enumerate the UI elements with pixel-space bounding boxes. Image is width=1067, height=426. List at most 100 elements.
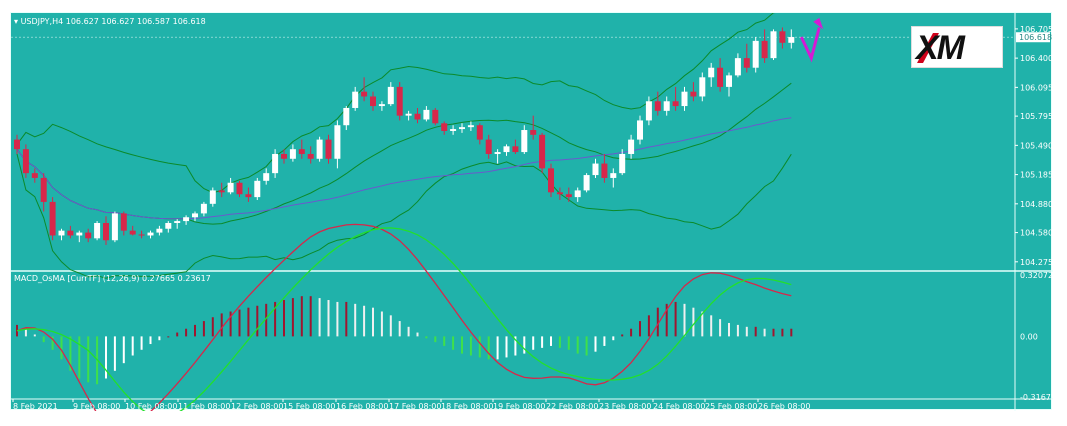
macd-histogram-bar <box>523 336 526 354</box>
macd-tick-label: 0.00 <box>1020 332 1038 341</box>
candle-body <box>743 58 750 68</box>
macd-histogram-bar <box>567 336 570 350</box>
macd-histogram-bar <box>576 336 579 354</box>
macd-histogram-bar <box>389 315 392 337</box>
candle-body <box>129 230 136 235</box>
macd-histogram-bar <box>710 315 713 337</box>
time-tick-label: 23 Feb 08:00 <box>599 402 651 411</box>
macd-histogram-bar <box>51 336 54 350</box>
macd-histogram-bar <box>772 328 775 337</box>
time-tick-label: 16 Feb 08:00 <box>336 402 388 411</box>
macd-histogram-bar <box>24 328 27 337</box>
time-tick-label: 11 Feb 08:00 <box>178 402 230 411</box>
symbol-header: ▾ USDJPY,H4 106.627 106.627 106.587 106.… <box>14 17 206 26</box>
candle-body <box>165 222 172 229</box>
candle-body <box>414 113 421 120</box>
macd-histogram-bar <box>452 336 455 350</box>
candle-body <box>352 91 359 108</box>
price-tick-label: 105.795 <box>1020 112 1053 121</box>
candle-body <box>200 203 207 214</box>
macd-histogram-bar <box>665 303 668 337</box>
candle-body <box>307 153 314 159</box>
macd-histogram-bar <box>105 336 107 379</box>
candle-body <box>289 149 296 159</box>
candle-body <box>467 125 474 128</box>
macd-histogram-bar <box>541 336 544 348</box>
macd-histogram-bar <box>33 334 36 337</box>
candle-body <box>103 222 109 241</box>
xm-logo: XM <box>911 26 1003 68</box>
chart-canvas[interactable]: 106.705 106.400 106.095 105.795 105.490 105.1… <box>11 13 1053 411</box>
macd-histogram-bar <box>754 326 757 337</box>
macd-histogram-bar <box>656 307 659 337</box>
ohlc-values: 106.627 106.627 106.587 106.618 <box>65 17 206 26</box>
macd-histogram-bar <box>745 326 748 337</box>
candle-body <box>494 152 501 154</box>
logo-text: XM <box>916 29 965 67</box>
price-tick-label: 105.490 <box>1020 141 1053 150</box>
candle-body <box>565 194 572 198</box>
candle-body <box>770 31 777 59</box>
macd-histogram-bar <box>461 336 463 354</box>
price-tick-label: 106.400 <box>1020 54 1053 63</box>
macd-histogram-bar <box>416 332 419 337</box>
price-tick-label: 104.580 <box>1020 229 1053 238</box>
macd-histogram-bar <box>327 300 330 337</box>
candle-body <box>521 130 528 153</box>
macd-histogram-bar <box>639 321 641 337</box>
candle-body <box>361 91 368 97</box>
candle-body <box>343 107 350 126</box>
current-price-badge <box>1016 32 1050 43</box>
candle-body <box>49 201 56 236</box>
price-tick-label: 105.185 <box>1020 171 1053 180</box>
forecast-arrow <box>799 27 821 63</box>
candle-body <box>512 146 519 153</box>
time-tick-label: 24 Feb 08:00 <box>653 402 705 411</box>
candle-body <box>227 182 234 193</box>
candle-body <box>761 40 768 59</box>
macd-histogram-bar <box>443 336 446 346</box>
candle-body <box>58 230 65 236</box>
candle-body <box>254 180 261 198</box>
candle-body <box>334 125 341 159</box>
macd-histogram-bar <box>60 336 63 360</box>
time-tick-label: 25 Feb 08:00 <box>705 402 757 411</box>
candle-body <box>147 232 154 236</box>
macd-histogram-bar <box>300 296 303 337</box>
macd-tick-label: -0.31675 <box>1020 393 1053 402</box>
candle-body <box>40 177 47 202</box>
macd-histogram-bar <box>309 296 312 337</box>
macd-histogram-bar <box>719 319 722 337</box>
chart-window[interactable]: 106.705 106.400 106.095 105.795 105.490 105.1… <box>10 12 1053 411</box>
macd-histogram-bar <box>211 317 214 337</box>
macd-histogram-bar <box>407 326 410 337</box>
macd-histogram-bar <box>318 298 321 337</box>
price-tick-label: 104.880 <box>1020 200 1053 209</box>
time-tick-label: 15 Feb 08:00 <box>283 402 335 411</box>
macd-histogram-bar <box>736 324 739 337</box>
macd-histogram-bar <box>238 309 241 337</box>
candle-body <box>316 139 323 159</box>
candle-body <box>405 113 412 116</box>
time-tick-label: 9 Feb 08:00 <box>73 402 120 411</box>
candle-body <box>779 31 786 43</box>
candle-body <box>459 127 465 130</box>
macd-histogram-bar <box>380 311 383 337</box>
candle-body <box>476 125 483 140</box>
candle-body <box>681 91 688 107</box>
macd-main-line <box>16 223 792 411</box>
macd-histogram-bar <box>585 336 588 356</box>
macd-histogram-bar <box>140 336 143 350</box>
macd-histogram-bar <box>398 321 401 337</box>
macd-histogram-bar <box>425 336 428 339</box>
candle-body <box>396 86 403 116</box>
triangle-down-icon[interactable]: ▾ <box>14 17 19 26</box>
candle-body <box>556 192 563 195</box>
candle-body <box>387 86 394 105</box>
candle-body <box>539 134 546 169</box>
candle-body <box>548 168 554 193</box>
candle-body <box>726 75 732 87</box>
candle-body <box>76 232 83 236</box>
macd-histogram-bar <box>87 336 90 383</box>
candle-body <box>67 230 74 236</box>
